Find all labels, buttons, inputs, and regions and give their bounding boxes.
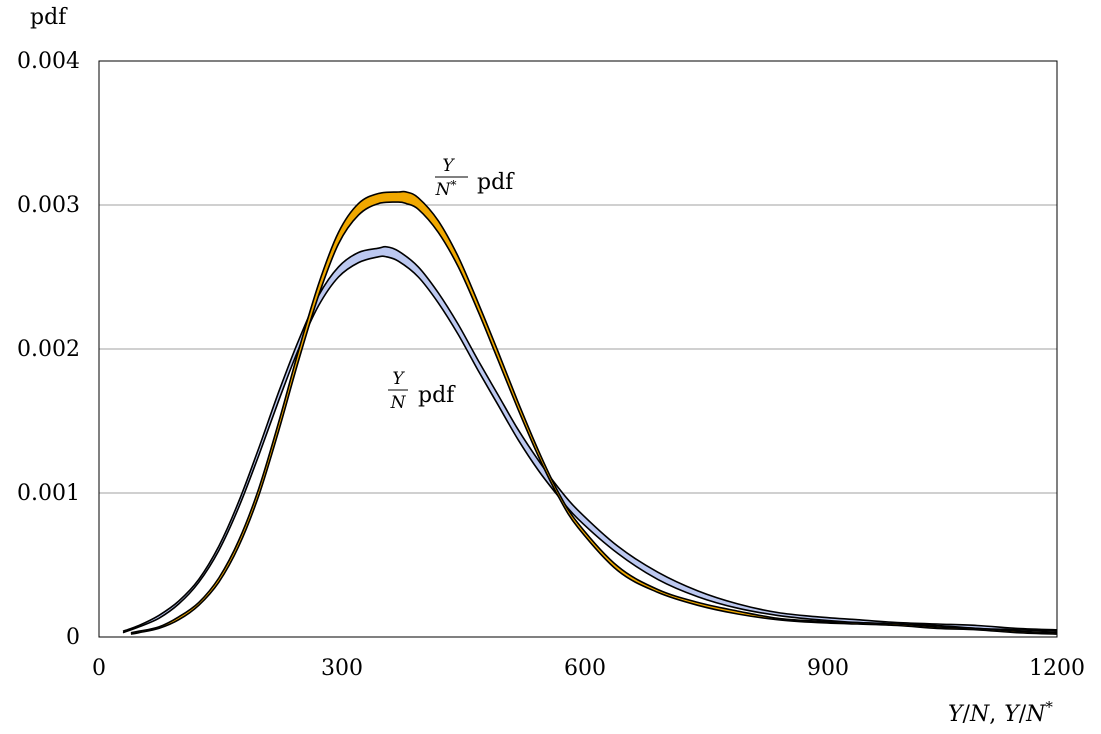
band-lower-line-ynstar bbox=[130, 201, 1058, 635]
band-fill-ynstar bbox=[130, 191, 1057, 635]
x-title-slash2: / bbox=[1019, 702, 1027, 727]
band-upper-line-yn bbox=[122, 245, 1058, 632]
y-tick-label: 0.004 bbox=[17, 49, 80, 74]
x-title-n1: N bbox=[969, 702, 990, 727]
annotation-yn-num: Y bbox=[392, 369, 405, 389]
band-lower-line-yn bbox=[122, 255, 1058, 634]
y-tick-label: 0.001 bbox=[17, 481, 80, 506]
annotation-ynstar: Y N* pdf bbox=[435, 156, 516, 200]
band-upper-line-ynstar bbox=[130, 190, 1058, 634]
gridlines bbox=[99, 204, 1057, 494]
annotation-ynstar-den: N* bbox=[435, 178, 457, 200]
series-bands bbox=[122, 190, 1058, 635]
plot-frame bbox=[98, 60, 1058, 638]
x-tick-label: 300 bbox=[321, 656, 363, 681]
y-tick-label: 0.003 bbox=[17, 193, 80, 218]
x-title-y1: Y bbox=[948, 702, 965, 727]
y-tick-labels: 0 0.001 0.002 0.003 0.004 bbox=[17, 49, 80, 650]
annotation-yn-suffix: pdf bbox=[418, 383, 456, 408]
x-axis-title: Y/N, Y/N* bbox=[948, 698, 1053, 727]
annotation-yn: Y N pdf bbox=[388, 369, 456, 413]
x-tick-label: 600 bbox=[564, 656, 606, 681]
x-tick-labels: 0 300 600 900 1200 bbox=[92, 656, 1085, 681]
annotation-ynstar-suffix: pdf bbox=[477, 170, 515, 195]
x-title-star: * bbox=[1045, 698, 1053, 716]
x-tick-label: 900 bbox=[807, 656, 849, 681]
y-axis-title: pdf bbox=[30, 5, 68, 30]
x-title-n2: N bbox=[1025, 702, 1046, 727]
x-title-slash1: / bbox=[963, 702, 971, 727]
y-tick-label: 0.002 bbox=[17, 337, 80, 362]
x-tick-label: 1200 bbox=[1029, 656, 1085, 681]
x-title-comma: , bbox=[989, 702, 996, 727]
band-fill-yn bbox=[123, 246, 1057, 633]
y-tick-label: 0 bbox=[66, 625, 80, 650]
annotation-yn-den: N bbox=[390, 393, 407, 413]
x-tick-label: 0 bbox=[92, 656, 106, 681]
x-title-y2: Y bbox=[1004, 702, 1021, 727]
annotation-ynstar-num: Y bbox=[442, 156, 455, 176]
